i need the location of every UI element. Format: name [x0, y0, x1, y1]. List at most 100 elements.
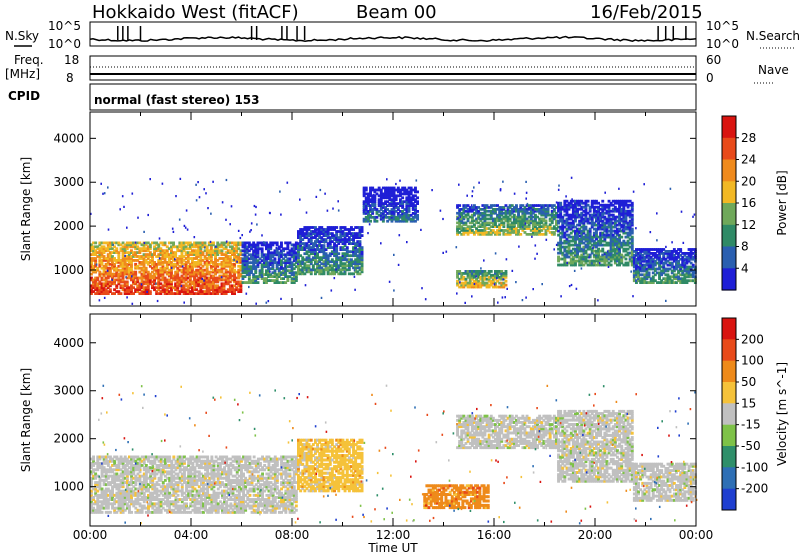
range-cell: [559, 245, 563, 249]
range-cell: [569, 201, 573, 205]
range-cell: [324, 262, 328, 266]
range-cell: [550, 209, 554, 213]
range-cell: [140, 284, 144, 288]
range-cell: [506, 223, 510, 227]
range-cell: [100, 278, 104, 282]
range-cell: [392, 194, 396, 198]
range-cell: [580, 263, 584, 267]
range-cell: [231, 292, 234, 295]
range-cell: [502, 229, 506, 232]
range-cell: [121, 266, 125, 270]
range-cell: [311, 244, 315, 247]
range-cell: [536, 204, 539, 207]
range-cell: [142, 276, 146, 280]
range-cell: [199, 286, 203, 290]
range-cell: [668, 281, 672, 284]
range-cell: [491, 211, 495, 215]
range-cell: [691, 271, 695, 275]
range-cell: [542, 204, 546, 207]
range-cell: [260, 269, 264, 273]
range-cell: [247, 241, 251, 245]
range-cell: [301, 256, 305, 260]
range-cell: [597, 243, 600, 247]
range-cell: [394, 202, 398, 205]
range-cell: [284, 247, 288, 251]
range-cell: [574, 259, 577, 263]
range-cell: [559, 231, 563, 235]
range-cell: [542, 225, 546, 228]
range-cell: [256, 247, 260, 251]
range-cell: [186, 261, 190, 264]
range-cell: [288, 249, 292, 253]
range-cell: [571, 239, 575, 243]
range-cell: [576, 215, 579, 219]
range-cell: [670, 275, 674, 279]
range-cell: [601, 259, 605, 263]
range-cell: [184, 284, 188, 288]
range-cell: [681, 273, 685, 277]
range-cell: [552, 209, 556, 213]
range-cell: [559, 225, 563, 229]
range-cell: [297, 250, 300, 254]
range-cell: [337, 256, 341, 260]
range-cell: [647, 281, 651, 284]
range-cell: [136, 245, 140, 249]
range-cell: [226, 259, 230, 262]
range-cell: [167, 253, 171, 256]
range-cell: [358, 254, 362, 258]
speckle-cell: [409, 202, 411, 205]
range-cell: [588, 253, 592, 257]
range-cell: [630, 237, 634, 241]
range-cell: [362, 202, 366, 205]
range-cell: [318, 272, 322, 276]
range-cell: [519, 225, 523, 228]
range-cell: [125, 276, 129, 280]
range-cell: [286, 265, 290, 269]
range-cell: [273, 253, 277, 257]
range-cell: [280, 277, 283, 280]
nave-tick-low: 0: [706, 71, 714, 85]
range-cell: [115, 241, 119, 245]
range-cell: [689, 273, 693, 277]
speckle-cell: [471, 190, 474, 193]
range-cell: [108, 284, 112, 288]
range-cell: [586, 229, 590, 233]
range-cell: [567, 225, 571, 229]
range-cell: [94, 276, 98, 280]
range-cell: [630, 251, 634, 255]
range-cell: [592, 241, 596, 245]
range-cell: [330, 260, 334, 264]
range-cell: [675, 273, 678, 277]
range-cell: [626, 247, 630, 251]
range-cell: [508, 213, 512, 217]
range-cell: [477, 213, 481, 217]
range-cell: [603, 263, 607, 267]
range-cell: [489, 273, 493, 277]
range-cell: [567, 207, 571, 211]
range-cell: [305, 246, 309, 249]
range-cell: [607, 249, 611, 253]
range-cell: [647, 255, 651, 259]
range-cell: [597, 255, 600, 259]
range-cell: [479, 229, 483, 232]
range-cell: [362, 192, 366, 196]
range-cell: [262, 265, 266, 269]
range-cell: [271, 279, 275, 282]
range-cell: [525, 209, 529, 213]
range-cell: [489, 229, 493, 232]
range-cell: [651, 261, 655, 265]
range-cell: [666, 267, 670, 271]
range-cell: [186, 241, 190, 245]
range-cell: [546, 208, 550, 211]
range-cell: [632, 275, 636, 279]
range-cell: [228, 241, 232, 245]
range-cell: [127, 245, 131, 249]
colorbar-segment: [722, 159, 736, 182]
range-cell: [609, 213, 613, 217]
freq-label-1: Freq.: [14, 53, 44, 67]
range-cell: [92, 257, 95, 260]
range-cell: [555, 206, 558, 209]
range-cell: [98, 290, 102, 293]
range-cell: [354, 226, 358, 229]
range-cell: [584, 215, 588, 219]
